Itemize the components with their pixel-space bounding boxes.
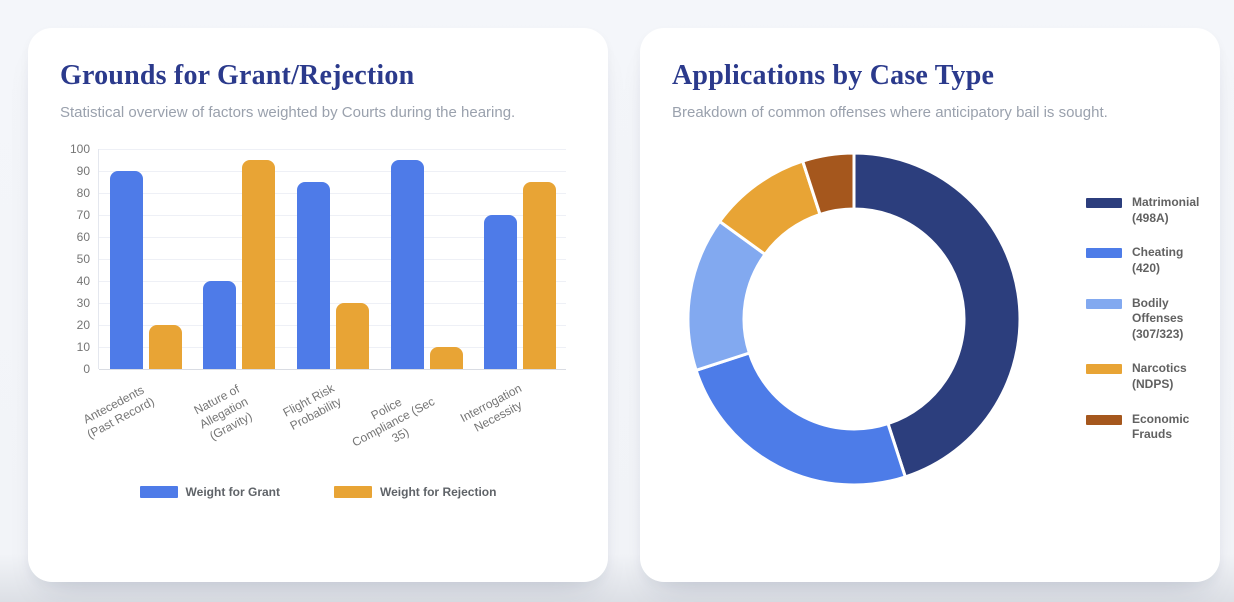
y-axis-tick-label: 30 [76, 296, 90, 310]
bar-rejection-4[interactable] [523, 182, 557, 369]
bar-rejection-1[interactable] [242, 160, 276, 369]
gridline [99, 303, 566, 304]
y-axis-tick-label: 40 [76, 274, 90, 288]
donut-legend-item-3[interactable]: Narcotics (NDPS) [1086, 361, 1199, 392]
legend-label: Weight for Rejection [380, 485, 497, 499]
x-axis-tick-label: Nature of Allegation (Gravity) [191, 381, 255, 444]
donut-legend-item-0[interactable]: Matrimonial (498A) [1086, 195, 1199, 226]
bar-legend-item-grant[interactable]: Weight for Grant [139, 485, 280, 499]
legend-label: Narcotics (NDPS) [1132, 361, 1187, 391]
applications-card-title: Applications by Case Type [672, 60, 995, 91]
legend-swatch [1086, 248, 1122, 259]
legend-label: Cheating (420) [1132, 245, 1184, 276]
bar-legend-item-rejection[interactable]: Weight for Rejection [334, 485, 496, 499]
gridline [99, 281, 566, 282]
bar-rejection-0[interactable] [148, 325, 182, 369]
bar-grant-0[interactable] [109, 171, 143, 369]
legend-swatch [1086, 364, 1122, 375]
y-axis-tick-label: 0 [83, 362, 90, 376]
legend-swatch [1086, 414, 1122, 425]
bar-chart-x-axis-labels: Antecedents (Past Record) Nature of Allegat… [81, 373, 566, 465]
donut-svg [686, 151, 1022, 487]
bar-chart-legend: Weight for Grant Weight for Rejection [60, 485, 576, 499]
legend-swatch [1086, 198, 1122, 209]
legend-label: Matrimonial (498A) [1132, 195, 1200, 225]
legend-label: Economic Frauds [1132, 411, 1190, 442]
x-axis-tick-label: Antecedents (Past Record) [80, 382, 157, 442]
applications-card: Applications by Case Type Breakdown of c… [640, 28, 1220, 582]
gridline [99, 369, 566, 370]
donut-plot-area [678, 143, 1030, 495]
applications-card-subtitle: Breakdown of common offenses where antic… [672, 104, 1108, 121]
y-axis-tick-label: 60 [76, 230, 90, 244]
x-axis-tick-label: Police Compliance (Sec 35) [349, 394, 438, 450]
grant-rejection-bar-chart: 0 10 20 30 40 50 60 70 80 90 100 Antecedents (Past … [60, 142, 576, 509]
bar-grant-3[interactable] [390, 160, 424, 369]
grounds-card-title: Grounds for Grant/Rejection [60, 60, 415, 91]
bar-grant-1[interactable] [203, 281, 237, 369]
bar-rejection-2[interactable] [336, 303, 369, 369]
grounds-card: Grounds for Grant/Rejection Statistical … [28, 28, 608, 582]
donut-segment-4[interactable] [801, 151, 856, 216]
bar-grant-4[interactable] [484, 215, 518, 369]
gridline [99, 171, 566, 172]
gridline [99, 259, 566, 260]
legend-swatch [1086, 298, 1122, 309]
donut-segment-0[interactable] [852, 151, 1022, 479]
x-axis-tick-label: Interrogation Necessity [457, 381, 525, 435]
donut-legend-item-1[interactable]: Cheating (420) [1086, 245, 1199, 276]
legend-swatch [334, 486, 372, 498]
x-axis-tick-label: Flight Risk Probability [280, 381, 344, 433]
donut-legend: Matrimonial (498A) Cheating (420) Bodily O… [1086, 195, 1199, 443]
y-axis-tick-label: 90 [76, 164, 90, 178]
y-axis-tick-label: 50 [76, 252, 90, 266]
grounds-card-subtitle: Statistical overview of factors weighted… [60, 104, 516, 121]
bar-grant-2[interactable] [297, 182, 330, 369]
bar-rejection-3[interactable] [429, 347, 463, 369]
gridline [99, 215, 566, 216]
legend-swatch [139, 486, 178, 498]
gridline [99, 193, 566, 194]
y-axis-tick-label: 70 [76, 208, 90, 222]
donut-legend-item-2[interactable]: Bodily Offenses (307/323) [1086, 296, 1199, 343]
gridline [99, 347, 566, 348]
legend-label: Bodily Offenses (307/323) [1132, 295, 1184, 341]
bar-chart-plot-area [98, 149, 566, 370]
donut-legend-item-4[interactable]: Economic Frauds [1086, 412, 1199, 443]
bar-chart-y-axis: 0 10 20 30 40 50 60 70 80 90 100 [60, 142, 94, 376]
donut-segment-1[interactable] [694, 351, 907, 487]
case-type-donut-chart: Matrimonial (498A) Cheating (420) Bodily O… [672, 143, 1199, 495]
legend-label: Weight for Grant [185, 485, 280, 499]
y-axis-tick-label: 20 [76, 318, 90, 332]
gridline [99, 149, 566, 150]
gridline [99, 237, 566, 238]
y-axis-tick-label: 80 [76, 186, 90, 200]
gridline [99, 325, 566, 326]
y-axis-tick-label: 100 [69, 142, 90, 156]
y-axis-tick-label: 10 [76, 340, 90, 354]
